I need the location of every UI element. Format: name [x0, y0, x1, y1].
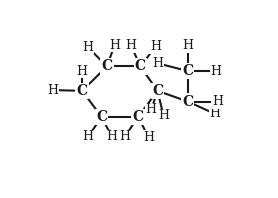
- Text: C: C: [152, 84, 163, 98]
- Text: H: H: [209, 107, 220, 120]
- Text: H: H: [119, 130, 130, 143]
- Text: H: H: [212, 95, 223, 108]
- Text: H: H: [146, 103, 157, 116]
- Text: C: C: [182, 64, 193, 78]
- Text: H: H: [48, 84, 59, 97]
- Text: H: H: [158, 109, 169, 123]
- Text: H: H: [143, 131, 154, 144]
- Text: C: C: [96, 110, 107, 124]
- Text: H: H: [106, 130, 117, 143]
- Text: C: C: [76, 84, 88, 98]
- Text: H: H: [83, 41, 94, 54]
- Text: C: C: [101, 59, 113, 73]
- Text: H: H: [126, 39, 137, 52]
- Text: H: H: [77, 65, 88, 78]
- Text: H: H: [83, 130, 94, 143]
- Text: C: C: [182, 94, 193, 109]
- Text: C: C: [135, 59, 146, 73]
- Text: H: H: [153, 57, 163, 70]
- Text: H: H: [150, 40, 161, 53]
- Text: H: H: [182, 39, 193, 52]
- Text: H: H: [109, 39, 120, 52]
- Text: H: H: [210, 65, 221, 78]
- Text: C: C: [133, 110, 144, 124]
